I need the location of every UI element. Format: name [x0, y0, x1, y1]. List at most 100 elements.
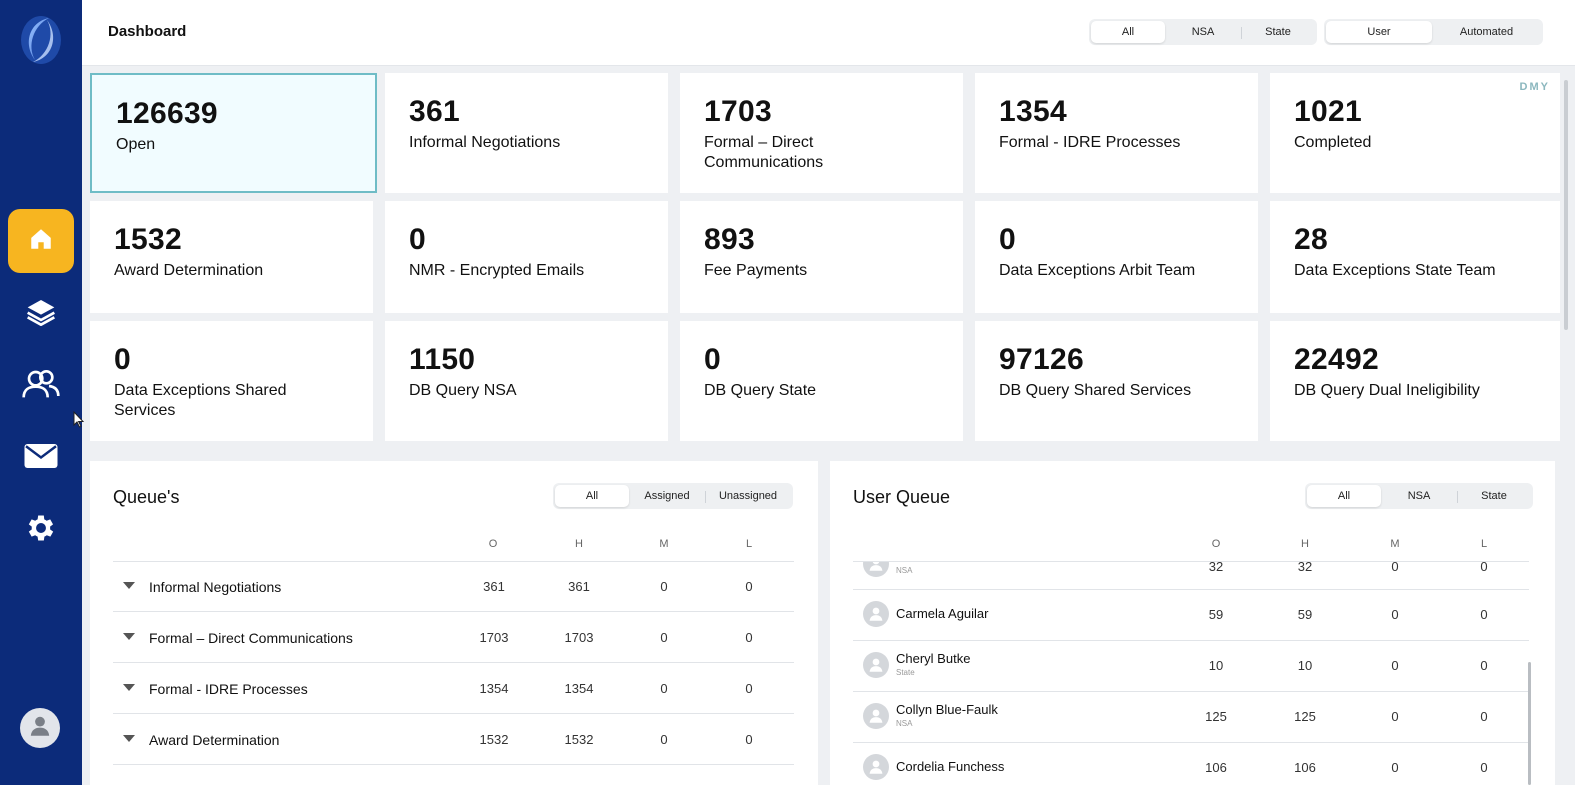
stat-card-informal-negotiations[interactable]: 361 Informal Negotiations — [385, 73, 668, 193]
user-avatar-button[interactable] — [20, 708, 60, 748]
stat-label: NMR - Encrypted Emails — [409, 262, 585, 279]
nav-settings[interactable] — [8, 498, 74, 562]
stat-card-award-determination[interactable]: 1532 Award Determination — [90, 201, 373, 313]
stat-value: 1532 — [114, 223, 182, 256]
stat-card-nmr-encrypted[interactable]: 0 NMR - Encrypted Emails — [385, 201, 668, 313]
stat-card-data-exceptions-state[interactable]: 28 Data Exceptions State Team — [1270, 201, 1560, 313]
user-col-o: O — [1211, 538, 1221, 550]
user-h: 32 — [1297, 562, 1313, 574]
queue-row-formal-direct[interactable]: Formal – Direct Communications 1703 1703… — [113, 613, 794, 663]
user-m: 0 — [1391, 709, 1399, 724]
nav-mail[interactable] — [8, 426, 74, 490]
stat-card-formal-direct[interactable]: 1703 Formal – Direct Communications — [680, 73, 963, 193]
queue-m: 0 — [660, 630, 668, 645]
expand-caret-icon[interactable] — [123, 582, 135, 589]
type-filter-automated[interactable]: Automated — [1459, 26, 1514, 38]
user-h: 106 — [1294, 760, 1316, 775]
queue-l: 0 — [745, 732, 753, 747]
user-name: Cordelia Funchess — [896, 759, 1005, 774]
user-queue-list[interactable]: NSA 32 32 0 0 Carmela Aguilar 59 59 0 0 … — [853, 562, 1529, 785]
stat-card-completed[interactable]: DMY 1021 Completed — [1270, 73, 1560, 193]
stat-value: 1150 — [409, 343, 476, 376]
divider — [853, 691, 1529, 692]
queue-l: 0 — [745, 681, 753, 696]
user-name: Cheryl Butke — [896, 651, 971, 666]
stat-label: Completed — [1294, 134, 1372, 151]
scope-filter-all[interactable]: All — [1091, 21, 1165, 43]
user-row[interactable]: Cheryl Butke State 10 10 0 0 — [853, 641, 1529, 691]
nav-layers[interactable] — [8, 282, 74, 346]
user-row[interactable]: Carmela Aguilar 59 59 0 0 — [853, 590, 1529, 640]
scope-filter-nsa[interactable]: NSA — [1191, 26, 1215, 38]
stat-card-db-query-dual[interactable]: 22492 DB Query Dual Ineligibility — [1270, 321, 1560, 441]
user-queue-panel — [830, 461, 1555, 785]
stat-label: Open — [116, 136, 156, 153]
period-toggle[interactable]: DMY — [1519, 81, 1550, 93]
mail-icon — [23, 441, 59, 476]
user-queue-filter-nsa[interactable]: NSA — [1407, 490, 1431, 502]
nav-users[interactable] — [8, 354, 74, 418]
queues-col-l: L — [745, 538, 753, 550]
user-avatar — [863, 601, 889, 627]
users-icon — [21, 367, 61, 406]
divider — [113, 662, 794, 663]
queues-filter-assigned[interactable]: Assigned — [644, 490, 690, 502]
user-l: 0 — [1480, 562, 1488, 574]
divider — [853, 640, 1529, 641]
stat-card-db-query-state[interactable]: 0 DB Query State — [680, 321, 963, 441]
queue-o: 361 — [483, 579, 505, 594]
user-o: 125 — [1205, 709, 1227, 724]
page-scrollbar[interactable] — [1564, 80, 1568, 330]
stat-card-db-query-shared[interactable]: 97126 DB Query Shared Services — [975, 321, 1258, 441]
type-filter-user[interactable]: User — [1326, 21, 1432, 43]
user-queue-scrollbar[interactable] — [1528, 662, 1531, 785]
divider — [853, 561, 1529, 562]
stat-card-data-exceptions-shared[interactable]: 0 Data Exceptions Shared Services — [90, 321, 373, 441]
stat-value: 28 — [1294, 223, 1328, 256]
user-row[interactable]: NSA 32 32 0 0 — [853, 562, 1529, 590]
queue-name: Formal – Direct Communications — [149, 630, 353, 646]
nav-home[interactable] — [8, 209, 74, 273]
queues-filter-all[interactable]: All — [555, 485, 629, 507]
stat-label: DB Query State — [704, 382, 817, 399]
stat-card-data-exceptions-arbit[interactable]: 0 Data Exceptions Arbit Team — [975, 201, 1258, 313]
user-queue-filter-state[interactable]: State — [1457, 485, 1531, 507]
gear-icon — [24, 511, 58, 550]
queue-h: 1354 — [564, 681, 594, 696]
scope-filter-state[interactable]: State — [1241, 21, 1315, 43]
queues-filter-unassigned[interactable]: Unassigned — [705, 485, 791, 507]
user-o: 106 — [1205, 760, 1227, 775]
queues-col-h: H — [575, 538, 583, 550]
top-header: Dashboard All NSA State User Automated — [82, 0, 1575, 66]
user-m: 0 — [1391, 562, 1399, 574]
queues-filter: All Assigned Unassigned — [553, 483, 793, 509]
stat-label: DB Query Dual Ineligibility — [1294, 382, 1480, 399]
expand-caret-icon[interactable] — [123, 633, 135, 640]
user-row[interactable]: Cordelia Funchess 106 106 0 0 — [853, 743, 1529, 785]
stat-card-fee-payments[interactable]: 893 Fee Payments — [680, 201, 963, 313]
queue-row-formal-idre[interactable]: Formal - IDRE Processes 1354 1354 0 0 — [113, 664, 794, 714]
queue-row-informal[interactable]: Informal Negotiations 361 361 0 0 — [113, 562, 794, 612]
queue-name: Award Determination — [149, 732, 280, 748]
user-o: 59 — [1208, 607, 1224, 622]
queue-o: 1532 — [479, 732, 509, 747]
stat-label: Fee Payments — [704, 262, 808, 279]
user-avatar — [863, 703, 889, 729]
user-l: 0 — [1480, 607, 1488, 622]
stat-card-formal-idre[interactable]: 1354 Formal - IDRE Processes — [975, 73, 1258, 193]
stat-value: 0 — [999, 223, 1016, 256]
stat-card-open[interactable]: 126639 Open — [90, 73, 377, 193]
stat-card-db-query-nsa[interactable]: 1150 DB Query NSA — [385, 321, 668, 441]
queue-row-award-determination[interactable]: Award Determination 1532 1532 0 0 — [113, 715, 794, 765]
stat-label: DB Query NSA — [409, 382, 517, 399]
scope-filter: All NSA State — [1089, 19, 1317, 45]
stat-value: 126639 — [116, 97, 218, 130]
user-col-h: H — [1301, 538, 1309, 550]
expand-caret-icon[interactable] — [123, 735, 135, 742]
sidebar — [0, 0, 82, 785]
user-row[interactable]: Collyn Blue-Faulk NSA 125 125 0 0 — [853, 692, 1529, 742]
user-queue-filter-all[interactable]: All — [1307, 485, 1381, 507]
expand-caret-icon[interactable] — [123, 684, 135, 691]
user-avatar — [863, 652, 889, 678]
stat-value: 0 — [704, 343, 721, 376]
